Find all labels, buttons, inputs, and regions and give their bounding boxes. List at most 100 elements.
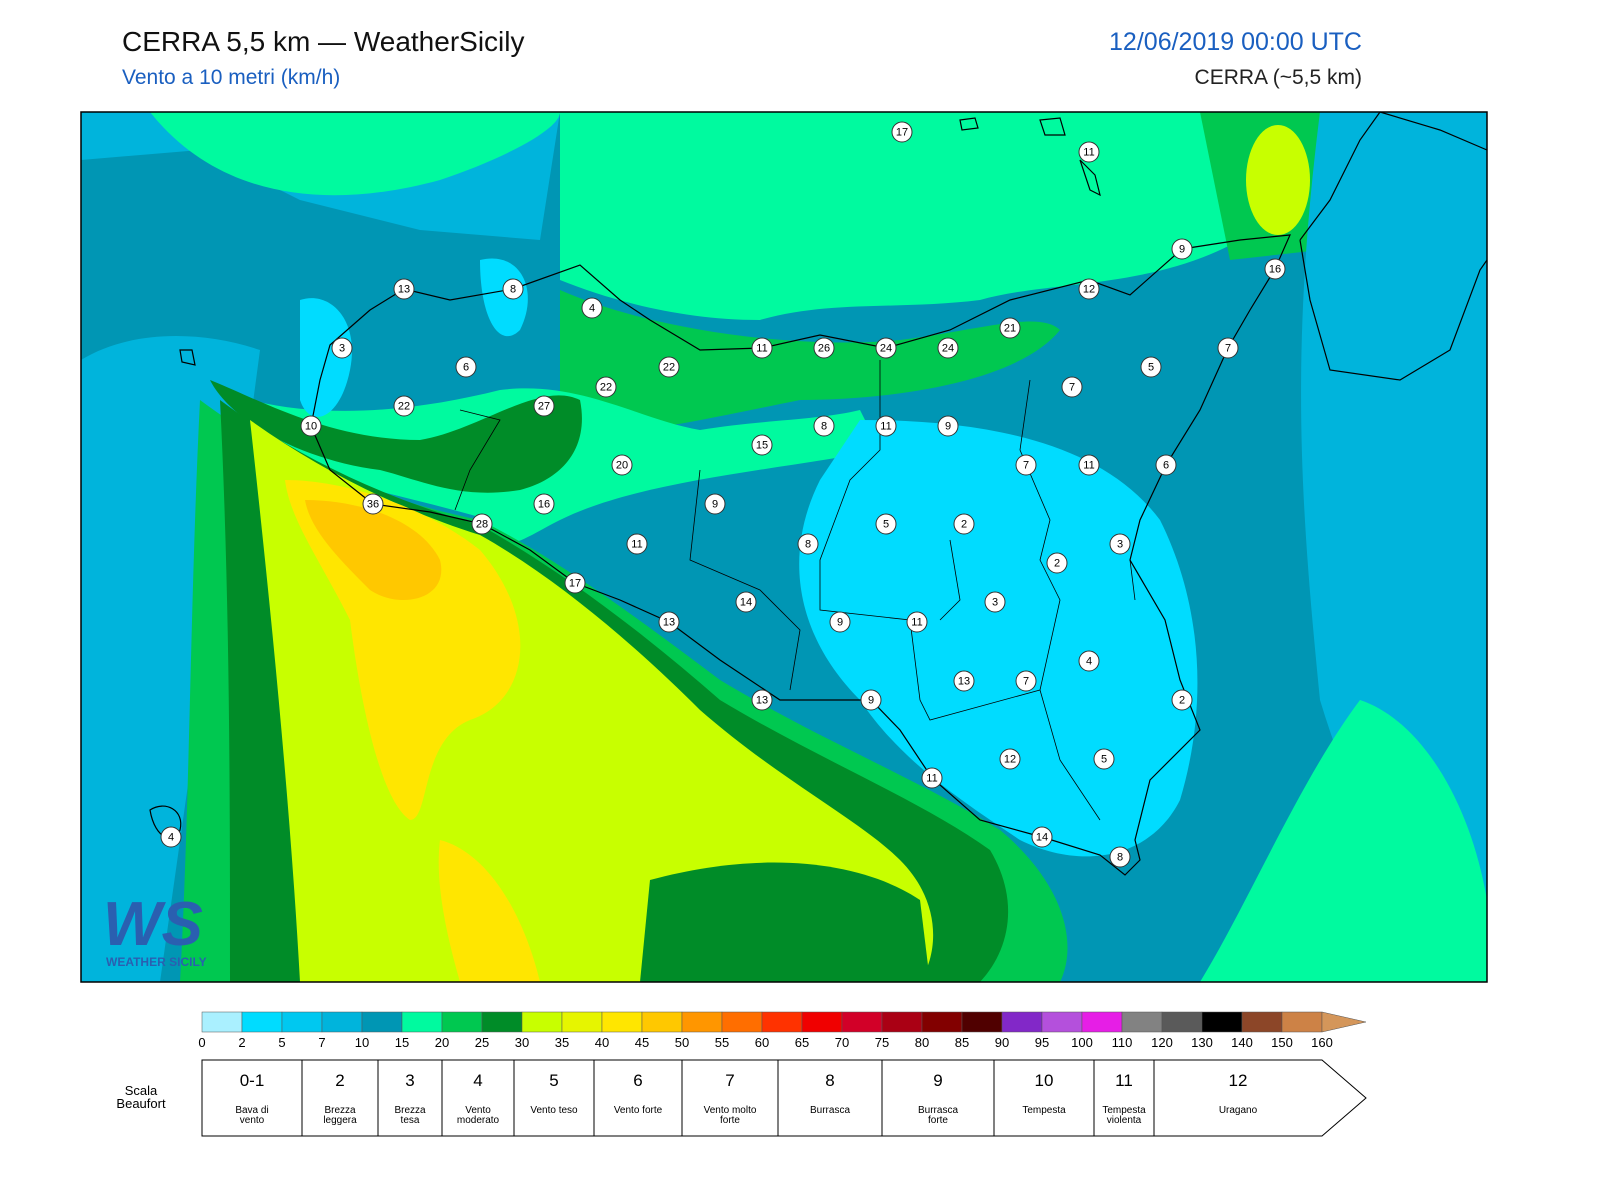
station-value: 7 — [1023, 460, 1029, 472]
field — [799, 420, 1198, 857]
station-marker — [1171, 689, 1193, 711]
station: 6 — [1155, 454, 1177, 476]
station: 7 — [1061, 376, 1083, 398]
colorbar-segment — [441, 1011, 483, 1033]
station: 7 — [1217, 337, 1239, 359]
station-marker — [1015, 670, 1037, 692]
station: 2 — [953, 513, 975, 535]
station: 9 — [860, 689, 882, 711]
station-marker — [953, 513, 975, 535]
station-marker — [1061, 376, 1083, 398]
logo-name: WEATHER SICILY — [106, 955, 207, 969]
station-value: 11 — [911, 617, 922, 629]
station-marker — [626, 533, 648, 555]
station-marker — [1015, 454, 1037, 476]
station-value: 2 — [1179, 695, 1185, 707]
station-marker — [1109, 846, 1131, 868]
station-value: 22 — [600, 382, 612, 394]
station-value: 22 — [398, 401, 410, 413]
station: 3 — [1109, 533, 1131, 555]
station: 2 — [1046, 552, 1068, 574]
station-marker — [937, 337, 959, 359]
colorbar-segment — [641, 1011, 683, 1033]
coast — [1299, 111, 1488, 381]
field — [560, 112, 1240, 320]
station-marker — [1155, 454, 1177, 476]
beaufort-description: Tempesta — [1022, 1105, 1066, 1116]
colorbar-segment — [481, 1011, 523, 1033]
station-value: 3 — [1117, 539, 1123, 551]
station: 5 — [1093, 748, 1115, 770]
colorbar-tick-label: 70 — [835, 1035, 849, 1050]
colorbar-tick-label: 90 — [995, 1035, 1009, 1050]
field — [1200, 700, 1487, 982]
station-marker — [751, 689, 773, 711]
colorbar-tick-label: 10 — [355, 1035, 369, 1050]
colorbar-tick-label: 150 — [1271, 1035, 1293, 1050]
station-marker — [533, 395, 555, 417]
island — [179, 117, 1101, 366]
colorbar-segment — [601, 1011, 643, 1033]
station-marker — [937, 415, 959, 437]
station-value: 11 — [1083, 147, 1094, 159]
station-marker — [455, 356, 477, 378]
station-value: 28 — [476, 519, 488, 531]
beaufort-scale — [201, 1059, 1367, 1137]
station-value: 8 — [805, 539, 811, 551]
station-marker — [1031, 826, 1053, 848]
station-value: 12 — [1004, 754, 1016, 766]
station: 11 — [1078, 141, 1100, 163]
station-marker — [1171, 238, 1193, 260]
station-value: 4 — [589, 303, 595, 315]
colorbar-tick-label: 60 — [755, 1035, 769, 1050]
station-marker — [813, 415, 835, 437]
field — [285, 480, 521, 820]
station-value: 6 — [463, 362, 469, 374]
station-value: 2 — [1054, 558, 1060, 570]
station: 10 — [300, 415, 322, 437]
colorbar-segment — [401, 1011, 443, 1033]
colorbar-tick-label: 85 — [955, 1035, 969, 1050]
station-value: 24 — [880, 343, 892, 355]
model: CERRA (~5,5 km) — [1194, 66, 1362, 89]
station: 26 — [813, 337, 835, 359]
station: 8 — [502, 278, 524, 300]
station-value: 13 — [663, 617, 675, 629]
colorbar-tick-label: 2 — [238, 1035, 245, 1050]
station-marker — [1078, 141, 1100, 163]
colorbar-segment — [561, 1011, 603, 1033]
station-marker — [393, 395, 415, 417]
station: 24 — [875, 337, 897, 359]
station-marker — [751, 337, 773, 359]
station-value: 27 — [538, 401, 550, 413]
station: 8 — [797, 533, 819, 555]
colorbar-tick-label: 5 — [278, 1035, 285, 1050]
colorbar-segment — [681, 1011, 723, 1033]
station-value: 16 — [538, 499, 550, 511]
station-value: 7 — [1225, 343, 1231, 355]
subtitle: Vento a 10 metri (km/h) — [122, 66, 341, 89]
station: 28 — [471, 513, 493, 535]
station-value: 11 — [880, 421, 891, 433]
station: 16 — [1264, 258, 1286, 280]
station: 4 — [1078, 650, 1100, 672]
station-marker — [704, 493, 726, 515]
colorbar-tick-label: 75 — [875, 1035, 889, 1050]
station-marker — [999, 748, 1021, 770]
station: 9 — [937, 415, 959, 437]
station-value: 2 — [961, 519, 967, 531]
station-marker — [611, 454, 633, 476]
station-value: 8 — [510, 284, 516, 296]
station: 8 — [813, 415, 835, 437]
station: 13 — [393, 278, 415, 300]
field — [250, 388, 880, 544]
colorbar-segment — [801, 1011, 843, 1033]
colorbar-tick-label: 100 — [1071, 1035, 1093, 1050]
colorbar-segment — [841, 1011, 883, 1033]
station-value: 3 — [339, 343, 345, 355]
station: 22 — [595, 376, 617, 398]
station: 36 — [362, 493, 384, 515]
station-value: 10 — [305, 421, 317, 433]
station-value: 9 — [1179, 244, 1185, 256]
